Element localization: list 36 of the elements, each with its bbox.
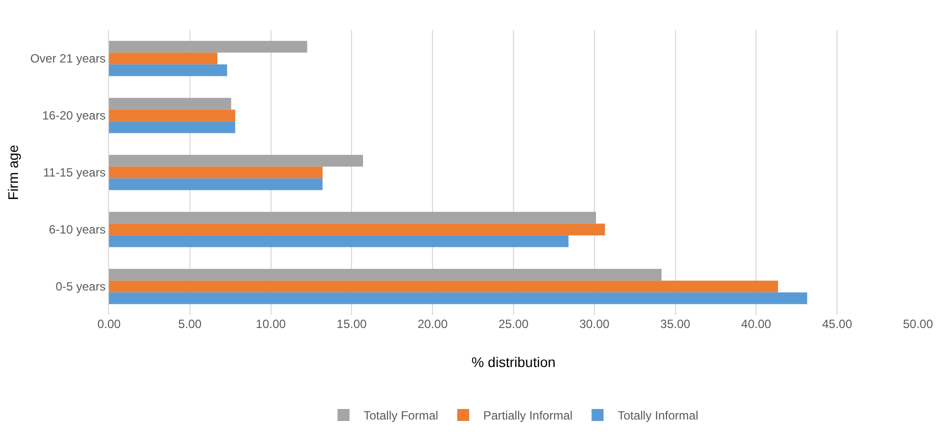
y-tick-label: Over 21 years: [30, 52, 106, 66]
x-tick-label: 15.00: [336, 317, 368, 331]
y-tick-label: 16-20 years: [42, 108, 106, 123]
legend-label: Totally Informal: [618, 408, 698, 423]
bar: [109, 40, 308, 53]
bar: [109, 121, 236, 134]
bar: [109, 154, 364, 167]
bar: [109, 52, 218, 64]
x-tick-label: 35.00: [660, 317, 691, 331]
bar: [109, 64, 228, 76]
bar: [109, 224, 605, 236]
x-tick-label: 45.00: [822, 317, 852, 331]
bar: [109, 212, 596, 224]
x-tick-label: 25.00: [498, 317, 529, 331]
legend-label: Partially Informal: [483, 408, 573, 423]
bar: [109, 178, 323, 190]
x-tick-label: 30.00: [579, 317, 610, 331]
legend-label: Totally Formal: [364, 408, 438, 423]
x-tick-label: 10.00: [256, 317, 286, 331]
x-axis-title: % distribution: [471, 354, 556, 370]
bar: [109, 280, 778, 292]
y-tick-label: 11-15 years: [43, 166, 106, 180]
x-tick-label: 0.00: [97, 317, 121, 331]
x-tick-label: 20.00: [418, 317, 448, 331]
bar: [109, 110, 236, 122]
bar: [109, 98, 232, 110]
bar: [109, 292, 808, 304]
y-tick-label: 0-5 years: [56, 280, 106, 294]
y-axis-title: Firm age: [4, 144, 21, 200]
y-tick-label: 6-10 years: [48, 222, 106, 237]
bar: [109, 235, 569, 248]
bar: [109, 268, 662, 281]
x-tick-label: 50.00: [902, 317, 934, 331]
x-tick-label: 40.00: [741, 317, 772, 331]
bar: [109, 166, 323, 178]
x-tick-label: 5.00: [178, 317, 202, 331]
